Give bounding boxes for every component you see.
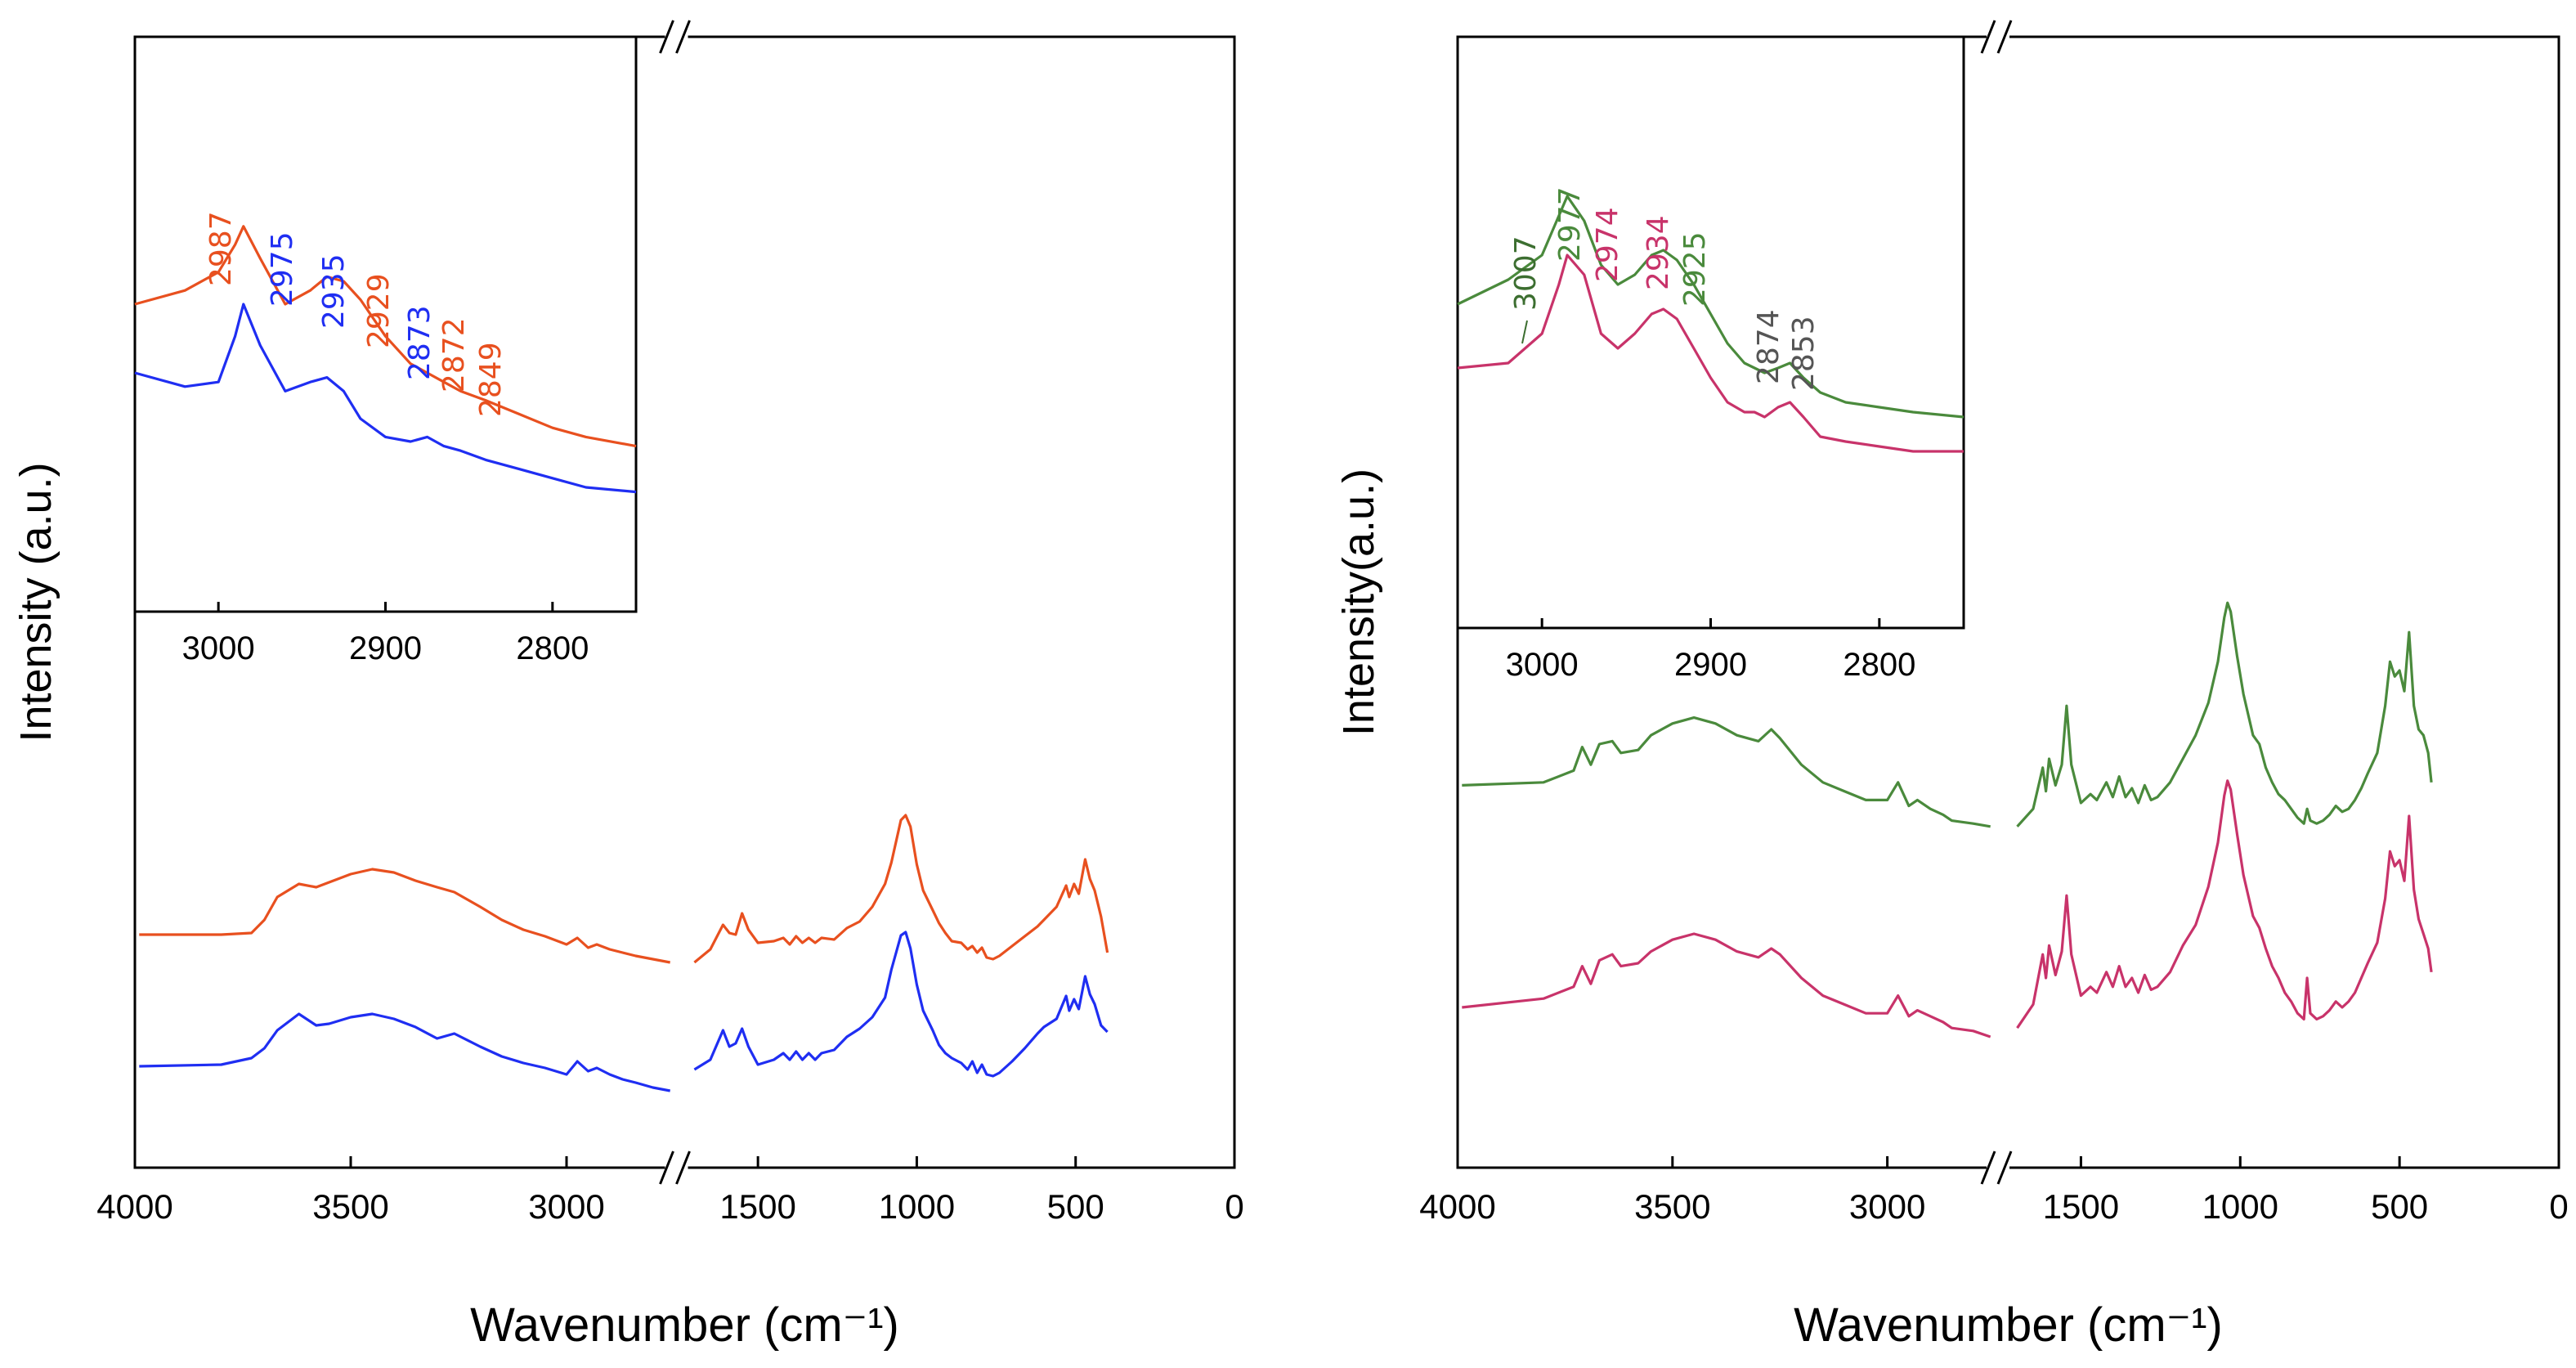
inset: 3000 2900 2800 2987 2975 2935 2929 2873 2872 2849 xyxy=(133,35,638,666)
x-tick-label: 4000 xyxy=(96,1187,172,1226)
series-bottom-line-1 xyxy=(139,1012,670,1092)
axis-break-mark xyxy=(1980,1150,1996,1185)
inset: 3000 2900 2800 3007 2977 2974 2934 2925 2874 2853 xyxy=(1456,35,1965,683)
inset-x-tick-label: 2800 xyxy=(516,630,589,666)
series-bottom-line-1 xyxy=(1462,932,1991,1038)
inset-x-tick-label: 2900 xyxy=(349,630,422,666)
x-tick-label: 0 xyxy=(1225,1187,1243,1226)
inset-frame xyxy=(1456,35,1965,630)
x-tick-label: 0 xyxy=(2549,1187,2568,1226)
series-top-line-2 xyxy=(2016,601,2433,828)
axis-break-mark xyxy=(1996,20,2013,54)
axis-break-mark xyxy=(675,20,691,54)
peak-label: 2872 xyxy=(437,317,471,392)
x-tick-label: 1500 xyxy=(2043,1187,2119,1226)
peak-label: 2925 xyxy=(1678,231,1712,307)
series-top-line-2 xyxy=(693,814,1109,964)
x-tick-label: 3000 xyxy=(1849,1187,1925,1226)
inset-x-tick-label: 2800 xyxy=(1843,647,1915,683)
peak-label: 2874 xyxy=(1752,309,1785,384)
inset-x-tick-label: 2900 xyxy=(1674,647,1747,683)
peak-label: 2975 xyxy=(266,231,299,307)
inset-series-bottom-line xyxy=(1457,253,1964,453)
peak-label: 2853 xyxy=(1787,316,1821,391)
peak-label: 2849 xyxy=(474,342,508,417)
x-tick-label: 1500 xyxy=(719,1187,795,1226)
inset-series-bottom-line xyxy=(134,303,637,494)
axis-break-mark xyxy=(659,20,674,54)
x-tick-label: 4000 xyxy=(1419,1187,1495,1226)
series-top-line-1 xyxy=(1462,715,1991,828)
x-tick-label: 3500 xyxy=(1634,1187,1710,1226)
x-tick-label: 500 xyxy=(2371,1187,2428,1226)
peak-label: 2974 xyxy=(1591,207,1624,282)
peak-label: 2873 xyxy=(403,305,437,380)
inset-series-top-line xyxy=(134,225,637,448)
x-tick-label: 3500 xyxy=(312,1187,388,1226)
peak-label: 3007 xyxy=(1509,235,1543,311)
x-tick-label: 500 xyxy=(1047,1187,1104,1226)
peak-leader-line xyxy=(1521,320,1528,344)
x-tick-label: 1000 xyxy=(2202,1187,2278,1226)
series-bottom-line-2 xyxy=(2016,779,2433,1029)
left-panel: 4000 3500 3000 1500 1000 500 0 Wavenumber (cm⁻¹… xyxy=(11,20,1244,1352)
series-bottom-line-2 xyxy=(693,931,1109,1078)
axis-break-mark xyxy=(675,1150,691,1185)
inset-x-tick-label: 3000 xyxy=(182,630,255,666)
axis-break-mark xyxy=(659,1150,674,1185)
right-panel: 4000 3500 3000 1500 1000 500 0 Wavenumber (cm⁻¹… xyxy=(1334,20,2569,1352)
inset-series-top-line xyxy=(1457,195,1964,419)
peak-label: 2934 xyxy=(1642,215,1675,290)
peak-label: 2987 xyxy=(204,211,238,286)
x-tick-label: 1000 xyxy=(879,1187,955,1226)
inset-x-tick-label: 3000 xyxy=(1506,647,1579,683)
peak-label: 2935 xyxy=(317,253,351,329)
inset-frame xyxy=(133,35,638,613)
axis-break-mark xyxy=(1996,1150,2013,1185)
axis-break-mark xyxy=(1980,20,1996,54)
x-axis-label: Wavenumber (cm⁻¹) xyxy=(1794,1298,2223,1352)
y-axis-label: Intensity(a.u.) xyxy=(1334,469,1383,736)
y-axis-label: Intensity (a.u.) xyxy=(11,462,60,742)
x-axis-label: Wavenumber (cm⁻¹) xyxy=(470,1298,899,1352)
peak-label: 2929 xyxy=(362,273,396,348)
x-tick-label: 3000 xyxy=(528,1187,604,1226)
peak-label: 2977 xyxy=(1553,186,1587,262)
series-top-line-1 xyxy=(139,868,670,964)
